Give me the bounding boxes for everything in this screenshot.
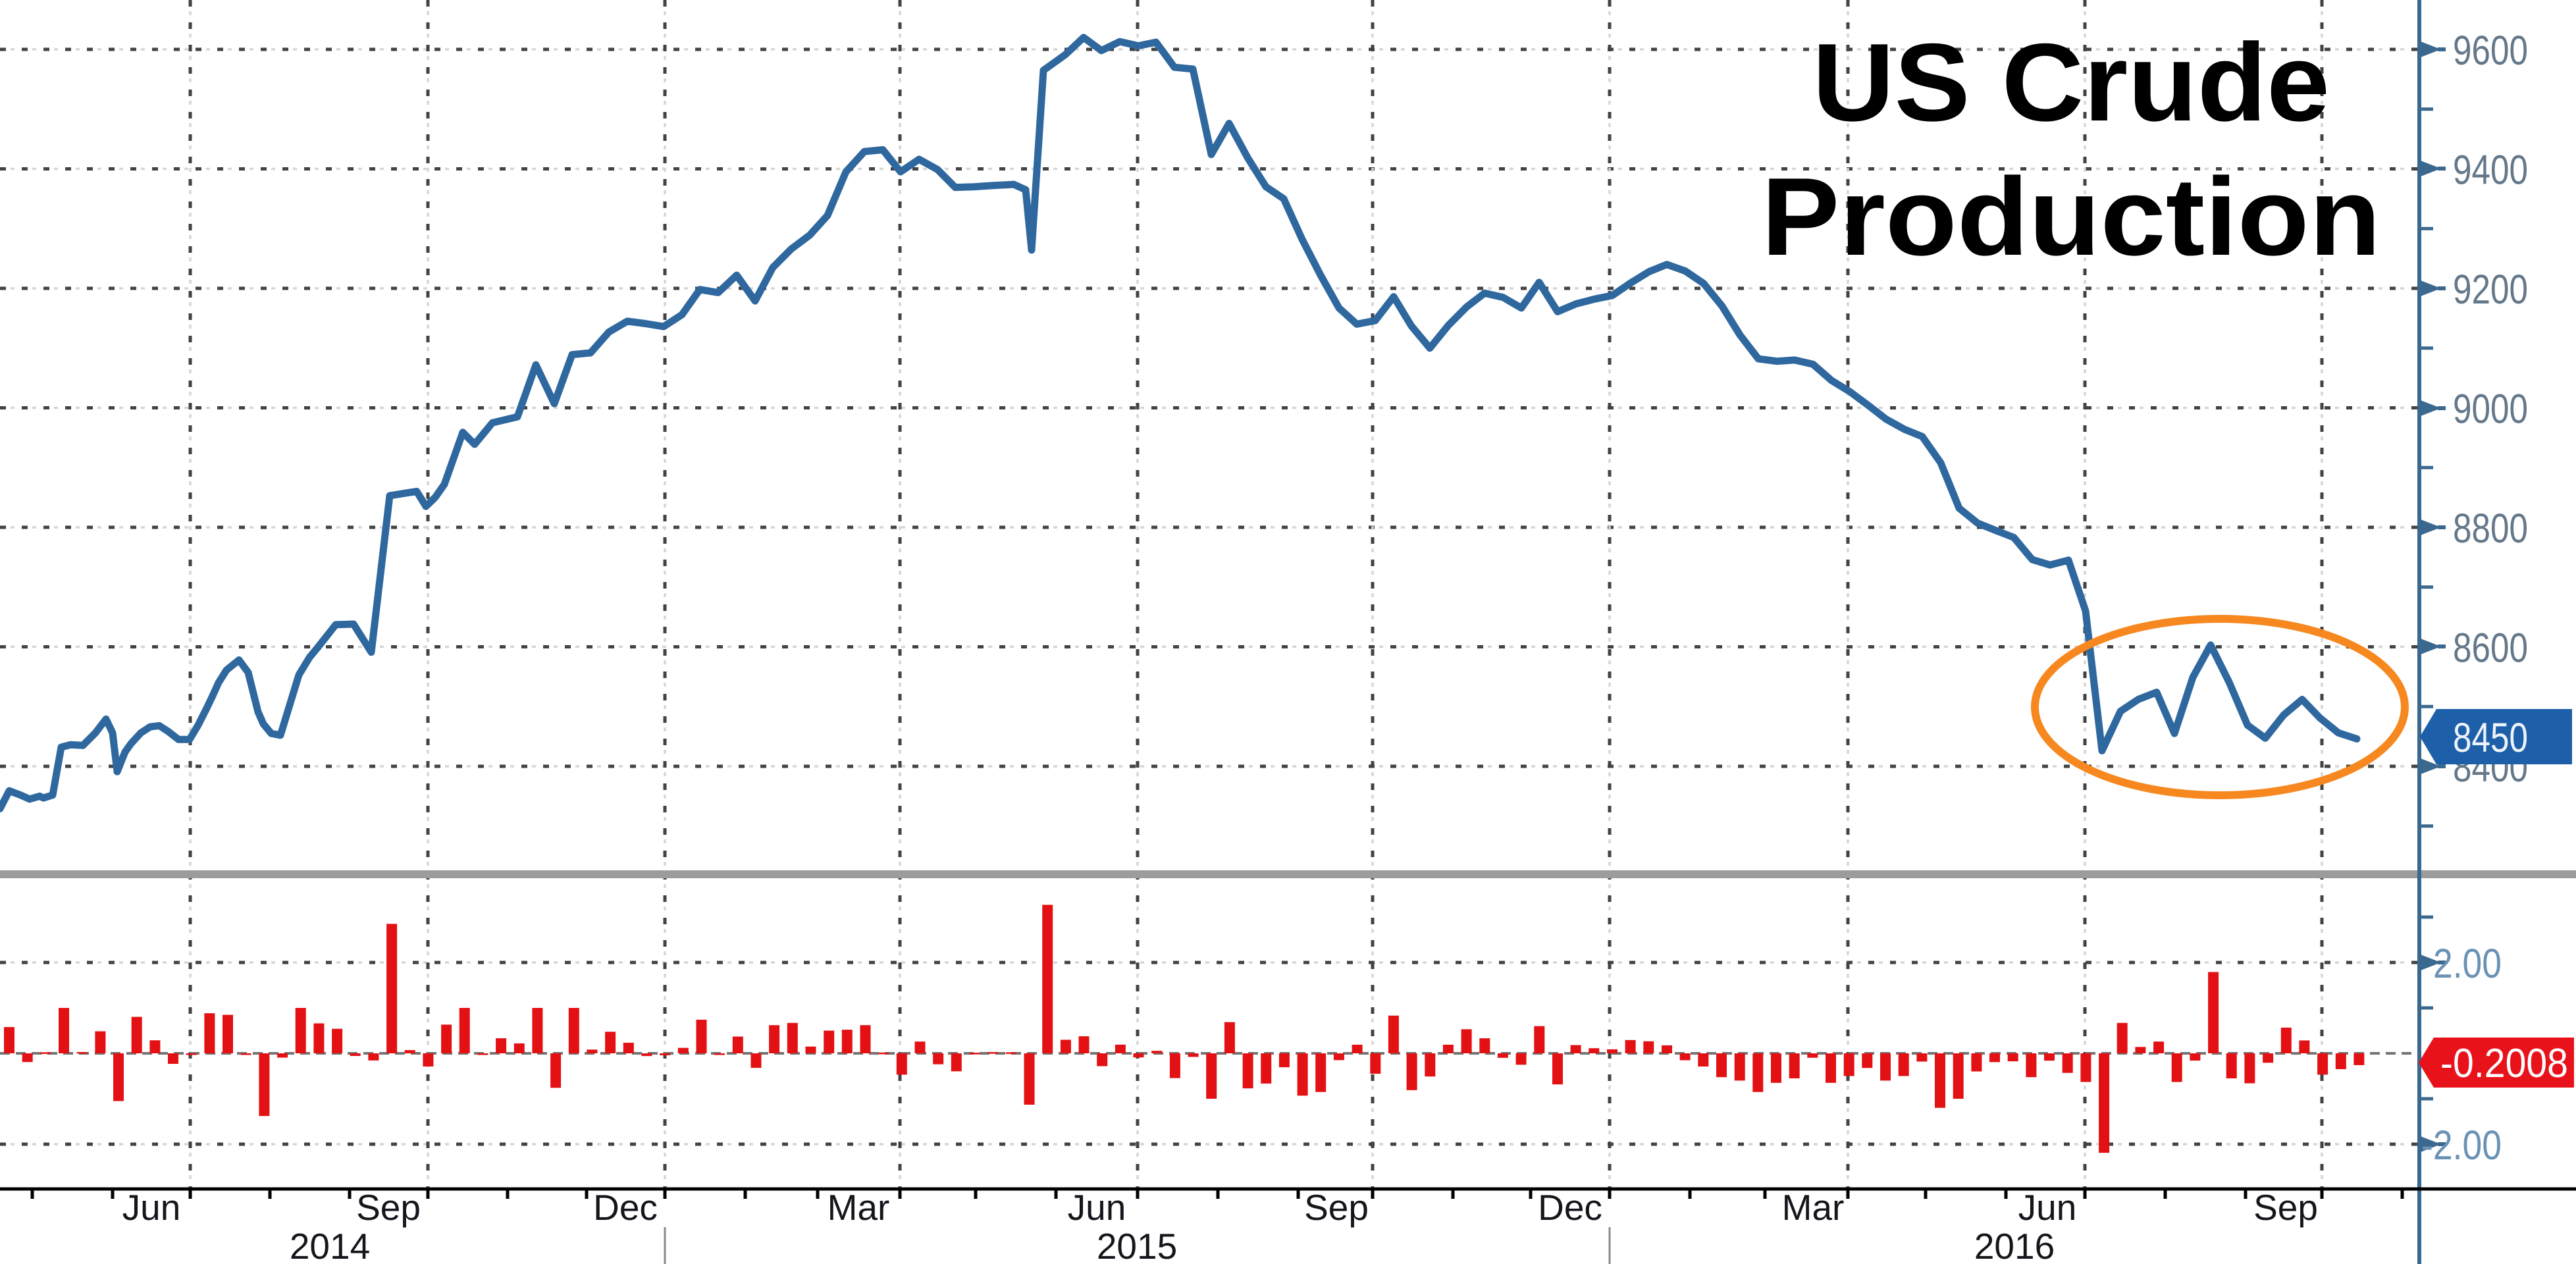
svg-text:2014: 2014 xyxy=(290,1226,370,1264)
svg-text:8600: 8600 xyxy=(2453,625,2528,672)
svg-text:Mar: Mar xyxy=(828,1187,890,1228)
svg-text:8450: 8450 xyxy=(2453,715,2528,761)
svg-text:Sep: Sep xyxy=(1304,1187,1369,1228)
svg-text:9000: 9000 xyxy=(2453,386,2528,433)
svg-text:Jun: Jun xyxy=(2018,1187,2077,1228)
svg-text:2015: 2015 xyxy=(1097,1226,1177,1264)
svg-text:8800: 8800 xyxy=(2453,506,2528,552)
svg-text:Sep: Sep xyxy=(356,1187,421,1228)
svg-text:9200: 9200 xyxy=(2453,267,2528,313)
svg-text:Production: Production xyxy=(1762,155,2381,278)
svg-text:2.00: 2.00 xyxy=(2433,941,2502,987)
svg-text:Sep: Sep xyxy=(2253,1187,2318,1228)
svg-text:Dec: Dec xyxy=(1538,1187,1602,1228)
svg-text:-0.2008: -0.2008 xyxy=(2440,1041,2568,1086)
svg-text:2016: 2016 xyxy=(1974,1226,2055,1264)
svg-text:Mar: Mar xyxy=(1782,1187,1845,1228)
svg-text:US Crude: US Crude xyxy=(1812,20,2330,144)
svg-text:Dec: Dec xyxy=(593,1187,658,1228)
svg-text:Jun: Jun xyxy=(1068,1187,1126,1228)
svg-text:-2.00: -2.00 xyxy=(2421,1122,2502,1169)
svg-text:Jun: Jun xyxy=(122,1187,181,1228)
svg-text:9600: 9600 xyxy=(2453,28,2528,74)
svg-text:9400: 9400 xyxy=(2453,147,2528,194)
